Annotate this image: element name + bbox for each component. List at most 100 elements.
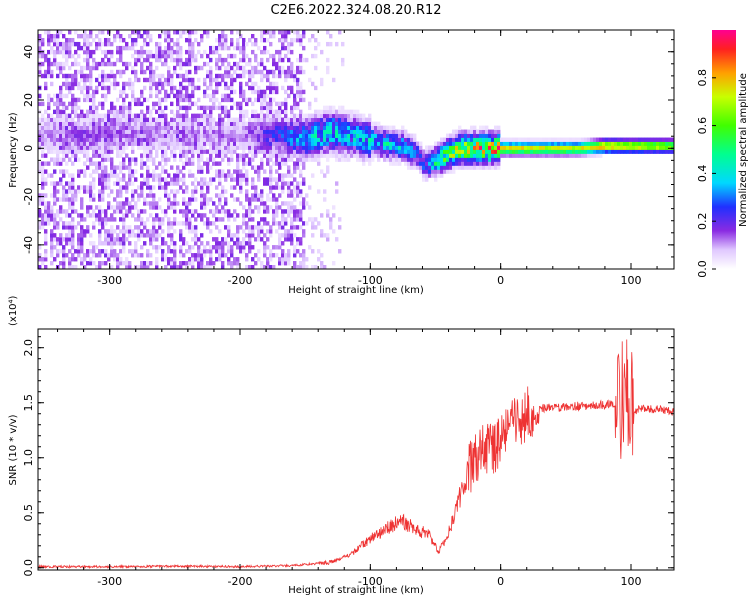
spectrogram-cell: [314, 97, 318, 103]
spectrogram-cell: [143, 153, 147, 158]
spectrogram-cell: [584, 141, 588, 146]
spectrogram-cell: [386, 129, 390, 134]
spectrogram-cell: [164, 81, 168, 87]
spectrogram-cell: [239, 241, 243, 246]
spectrogram-cell: [287, 209, 291, 214]
spectrogram-cell: [299, 241, 303, 246]
spectrogram-cell: [203, 117, 207, 123]
spectrogram-cell: [227, 161, 231, 166]
spectrogram-cell: [428, 149, 432, 154]
spectrogram-cell: [476, 133, 480, 138]
spectrogram-cell: [272, 61, 276, 67]
spectrogram-cell: [140, 53, 144, 59]
spectrogram-cell: [170, 257, 174, 262]
spectrogram-cell: [272, 197, 276, 202]
spectrogram-cell: [518, 153, 522, 158]
spectrogram-cell: [368, 137, 372, 142]
spectrogram-cell: [191, 229, 195, 234]
spectrogram-cell: [83, 37, 87, 43]
spectrogram-cell: [113, 85, 117, 91]
spectrogram-cell: [245, 97, 249, 103]
spectrogram-cell: [545, 149, 549, 154]
spectrogram-cell: [260, 165, 264, 170]
spectrogram-cell: [305, 129, 309, 134]
spectrogram-cell: [173, 181, 177, 186]
spectrogram-cell: [149, 129, 153, 134]
spectrogram-cell: [221, 205, 225, 210]
spectrogram-cell: [521, 141, 525, 146]
spectrogram-cell: [284, 113, 288, 119]
spectrogram-cell: [317, 257, 321, 262]
spectrogram-cell: [185, 141, 189, 146]
spectrogram-cell: [197, 121, 201, 126]
spectrogram-cell: [443, 141, 447, 146]
spectrogram-cell: [356, 149, 360, 154]
spectrogram-cell: [575, 149, 579, 154]
spectrogram-cell: [257, 221, 261, 226]
spectrogram-cell: [83, 45, 87, 51]
spectrogram-cell: [149, 117, 153, 123]
spectrogram-cell: [356, 125, 360, 130]
x-tick-label: -100: [358, 274, 383, 287]
spectrogram-cell: [89, 241, 93, 246]
spectrogram-cell: [128, 61, 132, 67]
spectrogram-cell: [101, 221, 105, 226]
spectrogram-cell: [251, 49, 255, 55]
spectrogram-cell: [140, 161, 144, 166]
spectrogram-cell: [251, 89, 255, 95]
spectrogram-cell: [206, 137, 210, 142]
spectrogram-cell: [281, 37, 285, 43]
spectrogram-cell: [83, 57, 87, 63]
spectrogram-cell: [299, 237, 303, 242]
spectrogram-cell: [149, 65, 153, 71]
spectrogram-cell: [101, 30, 105, 35]
spectrogram-cell: [83, 73, 87, 79]
spectrogram-cell: [77, 113, 81, 119]
spectrogram-cell: [218, 57, 222, 63]
spectrogram-cell: [392, 141, 396, 146]
spectrogram-cell: [74, 81, 78, 87]
spectrogram-cell: [299, 149, 303, 154]
spectrogram-cell: [65, 181, 69, 186]
spectrogram-cell: [668, 149, 672, 154]
spectrogram-cell: [236, 65, 240, 71]
spectrogram-cell: [92, 149, 96, 154]
spectrogram-cell: [188, 217, 192, 222]
spectrogram-cell: [248, 245, 252, 250]
spectrogram-cell: [194, 253, 198, 258]
spectrogram-cell: [221, 169, 225, 174]
spectrogram-cell: [599, 149, 603, 154]
spectrogram-cell: [257, 141, 261, 146]
spectrogram-cell: [218, 141, 222, 146]
spectrogram-cell: [311, 149, 315, 154]
spectrogram-cell: [212, 201, 216, 206]
spectrogram-cell: [233, 125, 237, 130]
spectrogram-cell: [578, 153, 582, 158]
spectrogram-cell: [296, 125, 300, 130]
spectrogram-cell: [185, 85, 189, 91]
spectrogram-cell: [440, 165, 444, 170]
spectrogram-cell: [122, 97, 126, 103]
spectrogram-cell: [107, 37, 111, 43]
spectrogram-cell: [305, 265, 309, 269]
spectrogram-cell: [170, 141, 174, 146]
spectrogram-cell: [191, 189, 195, 194]
spectrogram-cell: [383, 129, 387, 134]
spectrogram-cell: [317, 157, 321, 162]
spectrogram-cell: [311, 153, 315, 158]
spectrogram-cell: [107, 153, 111, 158]
spectrogram-cell: [170, 85, 174, 91]
spectrogram-cell: [179, 121, 183, 126]
spectrogram-cell: [98, 217, 102, 222]
spectrogram-cell: [38, 117, 42, 123]
spectrogram-cell: [239, 45, 243, 51]
spectrogram-cell: [98, 213, 102, 218]
spectrogram-cell: [227, 169, 231, 174]
spectrogram-cell: [410, 149, 414, 154]
spectrogram-cell: [113, 237, 117, 242]
spectrogram-cell: [281, 30, 285, 35]
spectrogram-cell: [101, 41, 105, 47]
spectrogram-cell: [113, 33, 117, 39]
spectrogram-cell: [467, 137, 471, 142]
spectrogram-cell: [185, 113, 189, 119]
